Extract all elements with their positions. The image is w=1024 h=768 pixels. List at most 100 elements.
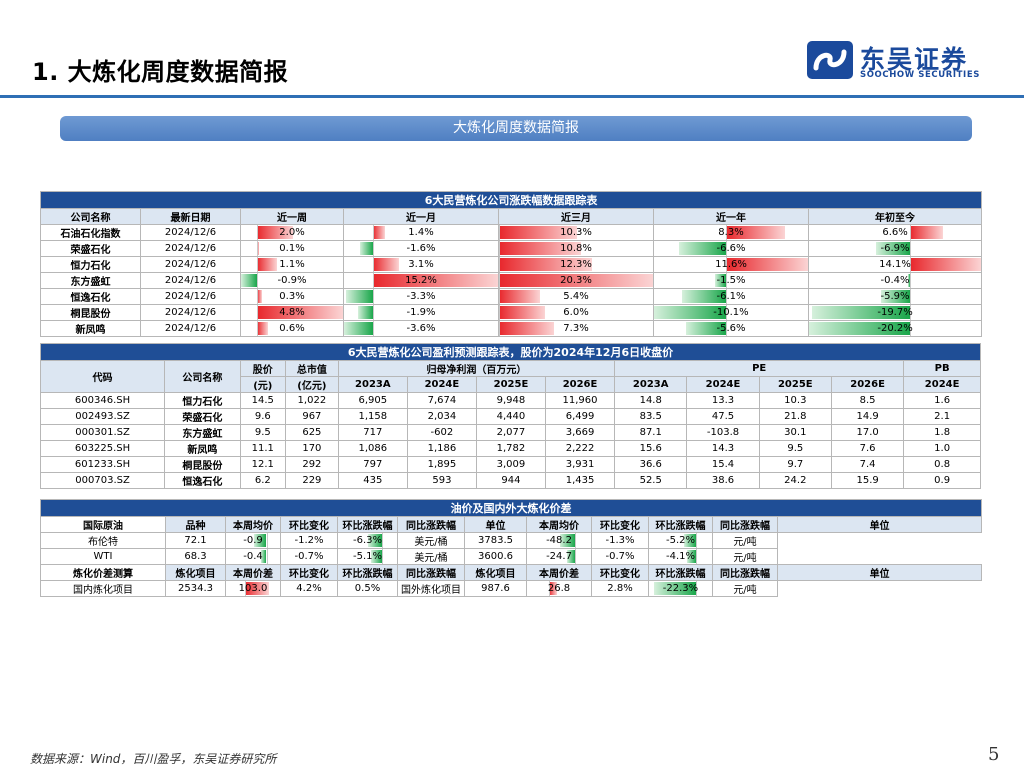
positive-bar [499,306,545,319]
cell-value: 7.6 [830,440,905,457]
bar-axis [257,241,259,256]
change-cell: 5.4% [498,288,654,305]
cell-value: 0.3% [279,291,305,302]
cell-value: -5.1% [352,551,382,562]
change-cell: -1.9% [343,304,499,321]
cell-value: 24.2 [758,472,832,489]
positive-bar [499,258,593,271]
table-row: 000703.SZ 恒逸石化 6.2 229 435 593 944 1,435 52.5 38.… [39,472,981,489]
cell-value: 103.0 [238,583,268,594]
table-row: 荣盛石化 2024/12/6 0.1% -1.6% 10.8% -6.6% -6.9% [40,240,983,257]
cell-value: 1,895 [406,456,477,473]
table-title: 6大民营炼化公司盈利预测跟踪表，股价为2024年12月6日收盘价 [40,343,981,361]
cell-value: 6,905 [337,392,408,409]
bar-axis [373,225,375,240]
positive-bar [257,290,263,303]
positive-bar [499,242,581,255]
company-logo: 东吴证券 SOOCHOW SECURITIES [806,40,1006,84]
negative-bar [654,582,697,595]
bar-axis [910,305,912,320]
bar-axis [373,289,375,304]
cell-value: 3,009 [475,456,547,473]
cell-value: -5.9% [880,291,910,302]
column-header: 单位 [464,516,527,533]
cell-value: 1.8 [903,424,981,441]
bar-axis [257,305,259,320]
change-cell: -3.6% [343,320,499,337]
company-name: 恒力石化 [164,392,241,409]
cell-value: 944 [475,472,547,489]
bar-axis [910,241,912,256]
cell-value: -1.3% [591,532,649,549]
table-row: 桐昆股份 2024/12/6 4.8% -1.9% 6.0% -10.1% -19.7% [40,304,983,321]
negative-bar [368,534,383,547]
bar-axis [910,289,912,304]
page-title: 1. 大炼化周度数据简报 [32,58,289,86]
cell-value: -602 [406,424,477,441]
cell-value: 15.6 [614,440,688,457]
column-header: 2026E [544,376,616,393]
positive-bar [499,274,653,287]
column-header: 最新日期 [140,208,241,225]
change-cell: 26.8 [526,580,592,597]
cell-value: -6.9% [880,243,910,254]
bar-axis [910,225,912,240]
change-cell: -22.3% [648,580,713,597]
positive-bar [499,226,578,239]
cell-value: 5.4% [563,291,589,302]
positive-bar [373,226,385,239]
negative-bar [682,290,726,303]
stock-code: 601233.SH [39,456,166,473]
column-header: 2024E [903,376,981,393]
change-cell: -48.2 [526,532,592,549]
column-header: 同比涨跌幅 [712,516,778,533]
company-name: 新凤鸣 [164,440,241,457]
cell-value: 0.6% [279,323,305,334]
cell-value: -0.9% [277,275,307,286]
spread-label: 炼化价差测算 [40,564,166,581]
column-header: 单位 [776,564,983,581]
cell-value: -20.2% [877,323,913,334]
column-header: (元) [239,376,286,393]
cell-value: 3,669 [544,424,616,441]
change-cell: 0.6% [240,320,344,337]
cell-value: 6.6% [882,227,908,238]
change-cell: -0.4% [807,272,983,289]
change-cell: 0.3% [240,288,344,305]
cell-value: -0.4% [880,275,910,286]
cell-value: 2,077 [475,424,547,441]
cell-value: -0.7% [280,548,338,565]
change-cell: -5.6% [653,320,809,337]
bar-axis [910,257,912,272]
unit-cell: 元/吨 [712,548,778,565]
cell-value: 6.2 [239,472,286,489]
company-name: 东方盛虹 [40,272,141,289]
company-name: 恒力石化 [40,256,141,273]
column-header: 本周均价 [225,516,281,533]
cell-value: -1.5% [716,275,746,286]
column-header: (亿元) [284,376,339,393]
unit-cell: 美元/桶 [397,548,465,565]
bar-axis [696,581,698,596]
cell-value: 625 [284,424,339,441]
table-row: 603225.SH 新凤鸣 11.1 170 1,086 1,186 1,782 2,222 1… [39,440,981,457]
cell-value: 14.1% [879,259,911,270]
cell-value: -5.6% [716,323,746,334]
change-cell: 6.6% [807,224,983,241]
bar-axis [257,289,259,304]
unit-cell: 美元/桶 [397,532,465,549]
column-header: 近一月 [343,208,499,225]
change-cell: -6.6% [653,240,809,257]
negative-bar [567,550,575,563]
change-cell: 1.4% [343,224,499,241]
bar-axis [373,321,375,336]
cell-value: -1.6% [406,243,436,254]
cell-value: 1.6 [903,392,981,409]
cell-value: 11,960 [544,392,616,409]
column-header: 同比涨跌幅 [397,564,465,581]
cell-value: 7,674 [406,392,477,409]
bar-axis [910,321,912,336]
crude-oil-label: 国际原油 [40,516,166,533]
cell-value: 1.1% [279,259,305,270]
negative-bar [908,274,911,287]
